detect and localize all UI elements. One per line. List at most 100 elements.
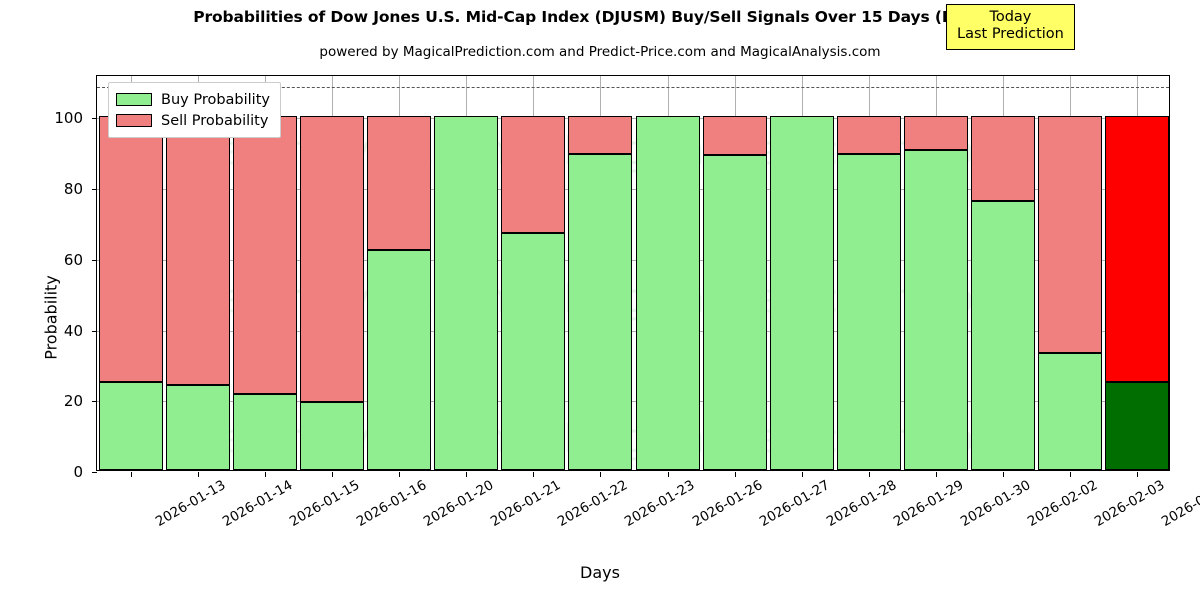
- bar-segment-sell: [904, 116, 969, 151]
- today-annotation: Today Last Prediction: [946, 4, 1075, 51]
- chart-subtitle: powered by MagicalPrediction.com and Pre…: [319, 44, 881, 60]
- x-axis-tick-mark: [734, 472, 736, 477]
- bar-segment-buy: [836, 153, 901, 470]
- x-axis-tick-label: 2026-01-22: [555, 478, 631, 530]
- bar-segment-buy: [434, 116, 499, 470]
- bar-segment-buy: [769, 116, 834, 470]
- x-axis-label: Days: [580, 563, 620, 582]
- bar-2026-01-23[interactable]: [568, 76, 633, 470]
- x-axis-tick-mark: [667, 472, 669, 477]
- y-axis-tick-mark: [92, 330, 97, 332]
- bar-2026-01-22[interactable]: [501, 76, 566, 470]
- gridline-horizontal: [97, 189, 1169, 191]
- bar-2026-02-03[interactable]: [1038, 76, 1103, 470]
- x-axis-tick-mark: [936, 472, 938, 477]
- x-axis-tick-label: 2026-01-20: [421, 478, 497, 530]
- bar-segment-buy: [299, 402, 364, 470]
- x-axis-tick-label: 2026-01-21: [488, 478, 564, 530]
- bar-2026-02-04[interactable]: [1105, 76, 1169, 470]
- x-axis-tick-label: 2026-01-27: [757, 478, 833, 530]
- bar-segment-sell: [299, 116, 364, 403]
- legend-item-sell: Sell Probability: [116, 110, 270, 131]
- x-axis-tick-label: 2026-01-16: [354, 478, 430, 530]
- y-axis-tick-label: 60: [63, 250, 83, 269]
- x-axis-tick-mark: [1003, 472, 1005, 477]
- bar-segment-buy: [367, 249, 432, 470]
- bar-segment-sell: [165, 116, 230, 386]
- x-axis-tick-mark: [801, 472, 803, 477]
- bar-2026-01-16[interactable]: [299, 76, 364, 470]
- y-axis-tick-mark: [92, 472, 97, 473]
- bar-2026-01-29[interactable]: [836, 76, 901, 470]
- bar-2026-01-30[interactable]: [904, 76, 969, 470]
- legend-swatch-sell: [116, 114, 152, 127]
- x-axis-tick-mark: [466, 472, 468, 477]
- gridline-horizontal: [97, 401, 1169, 403]
- bar-segment-buy: [165, 385, 230, 470]
- today-annotation-line1: Today: [989, 9, 1032, 25]
- x-axis-tick-label: 2026-01-30: [958, 478, 1034, 530]
- bar-segment-sell: [971, 116, 1036, 202]
- y-axis-tick-mark: [92, 401, 97, 403]
- gridline-horizontal: [97, 330, 1169, 332]
- y-axis-tick-mark: [92, 118, 97, 120]
- bar-2026-01-13[interactable]: [98, 76, 163, 470]
- y-axis-tick-mark: [92, 259, 97, 261]
- x-axis-tick-mark: [1137, 472, 1139, 477]
- x-axis-tick-mark: [197, 472, 199, 477]
- bar-segment-buy: [635, 116, 700, 470]
- bar-segment-buy: [971, 201, 1036, 470]
- x-axis-tick-label: 2026-01-15: [287, 478, 363, 530]
- x-axis-tick-mark: [264, 472, 266, 477]
- gridline-horizontal: [97, 118, 1169, 120]
- x-axis-tick-label: 2026-01-13: [152, 478, 228, 530]
- bar-2026-01-26[interactable]: [635, 76, 700, 470]
- y-axis-tick-label: 100: [54, 109, 83, 128]
- bar-segment-sell: [1038, 116, 1103, 353]
- bar-2026-01-21[interactable]: [434, 76, 499, 470]
- bar-segment-sell: [568, 116, 633, 154]
- y-axis-tick-label: 40: [63, 321, 83, 340]
- legend-swatch-buy: [116, 93, 152, 106]
- x-axis-tick-label: 2026-02-04: [1159, 478, 1200, 530]
- y-axis-tick-label: 0: [73, 463, 83, 481]
- gridline-horizontal: [97, 259, 1169, 261]
- x-axis-tick-label: 2026-01-29: [891, 478, 967, 530]
- bar-2026-01-20[interactable]: [367, 76, 432, 470]
- x-axis-tick-mark: [331, 472, 333, 477]
- chart-title: Probabilities of Dow Jones U.S. Mid-Cap …: [193, 8, 1007, 26]
- y-axis-tick-mark: [92, 189, 97, 191]
- bar-segment-sell: [367, 116, 432, 250]
- bar-segment-buy: [904, 150, 969, 470]
- bar-2026-02-02[interactable]: [971, 76, 1036, 470]
- x-axis-tick-label: 2026-01-23: [622, 478, 698, 530]
- bar-2026-01-28[interactable]: [769, 76, 834, 470]
- x-axis-tick-label: 2026-02-03: [1092, 478, 1168, 530]
- x-axis-tick-mark: [130, 472, 132, 477]
- bar-segment-buy: [702, 154, 767, 470]
- bar-segment-sell: [836, 116, 901, 154]
- bar-segment-buy: [1105, 381, 1169, 470]
- plot-clip: MagicalAnalysis.com MagicalPrediction.co…: [97, 76, 1169, 470]
- legend-label-sell: Sell Probability: [161, 112, 269, 129]
- reference-line: [97, 86, 1169, 88]
- x-axis-tick-mark: [1070, 472, 1072, 477]
- bar-segment-buy: [98, 381, 163, 470]
- bar-segment-sell: [501, 116, 566, 234]
- legend-label-buy: Buy Probability: [161, 91, 270, 108]
- bar-segment-sell: [98, 116, 163, 382]
- x-axis-tick-mark: [868, 472, 870, 477]
- y-axis-tick-label: 80: [63, 180, 83, 199]
- x-axis-tick-label: 2026-01-28: [824, 478, 900, 530]
- bar-2026-01-27[interactable]: [702, 76, 767, 470]
- bar-segment-buy: [568, 153, 633, 470]
- x-axis-tick-label: 2026-02-02: [1025, 478, 1101, 530]
- bar-2026-01-15[interactable]: [232, 76, 297, 470]
- bar-segment-sell: [702, 116, 767, 155]
- bar-2026-01-14[interactable]: [165, 76, 230, 470]
- bar-segment-buy: [501, 233, 566, 470]
- y-axis-tick-label: 20: [63, 392, 83, 411]
- bar-segment-buy: [232, 394, 297, 470]
- legend: Buy Probability Sell Probability: [108, 82, 281, 138]
